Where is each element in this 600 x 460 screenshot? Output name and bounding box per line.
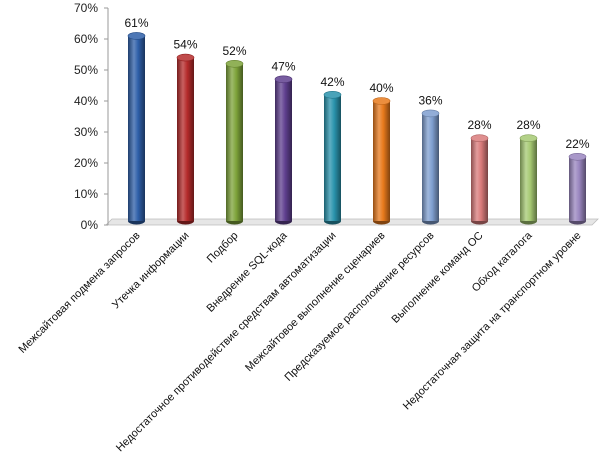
y-tick-label: 10% — [74, 187, 98, 201]
bar-cap — [421, 109, 440, 118]
data-label: 54% — [173, 38, 197, 52]
category-label: Выполнение команд ОС — [390, 230, 486, 326]
data-label: 47% — [271, 59, 295, 73]
bar — [422, 113, 439, 221]
bar-cap — [372, 97, 391, 105]
bars — [127, 32, 587, 225]
category-label: Подбор — [205, 230, 241, 266]
data-label: 28% — [467, 118, 491, 132]
bar-cap — [470, 134, 489, 142]
data-label: 40% — [369, 81, 393, 95]
data-label: 42% — [320, 75, 344, 89]
y-tick-label: 0% — [81, 218, 99, 232]
y-tick-label: 70% — [74, 1, 98, 15]
y-axis: 0% 10% 20% 30% 40% 50% 60% 70% — [74, 1, 109, 232]
bar — [226, 63, 243, 221]
bar-cap — [568, 153, 587, 161]
bar-cap — [176, 53, 195, 62]
y-tick-label: 40% — [74, 94, 98, 108]
bar-cap — [225, 59, 244, 68]
data-label: 28% — [516, 118, 540, 132]
category-label: Внедрение SQL-кода — [205, 229, 291, 315]
bar-cap — [519, 134, 538, 142]
bar — [373, 101, 390, 221]
bar — [471, 138, 488, 221]
bar — [520, 138, 537, 221]
y-tick-label: 20% — [74, 156, 98, 170]
y-tick-label: 30% — [74, 125, 98, 139]
data-label: 22% — [565, 137, 589, 151]
bar-cap — [127, 32, 146, 40]
y-tick-label: 60% — [74, 32, 98, 46]
bar — [128, 35, 145, 222]
data-labels: 61% 54% 52% 47% 42% 40% 36% 28% 28% 22% — [124, 16, 589, 151]
category-label: Недостаточное противодействие средствам … — [114, 230, 339, 455]
bar — [177, 57, 194, 221]
data-label: 61% — [124, 16, 148, 30]
bar — [569, 156, 586, 221]
bar — [275, 79, 292, 221]
bar — [324, 94, 341, 221]
bar-cap — [274, 75, 293, 84]
data-label: 36% — [418, 93, 442, 107]
y-tick-label: 50% — [74, 63, 98, 77]
data-label: 52% — [222, 44, 246, 58]
category-label: Недостаточная защита на транспортном уро… — [401, 230, 584, 413]
bar-cap — [323, 91, 342, 99]
